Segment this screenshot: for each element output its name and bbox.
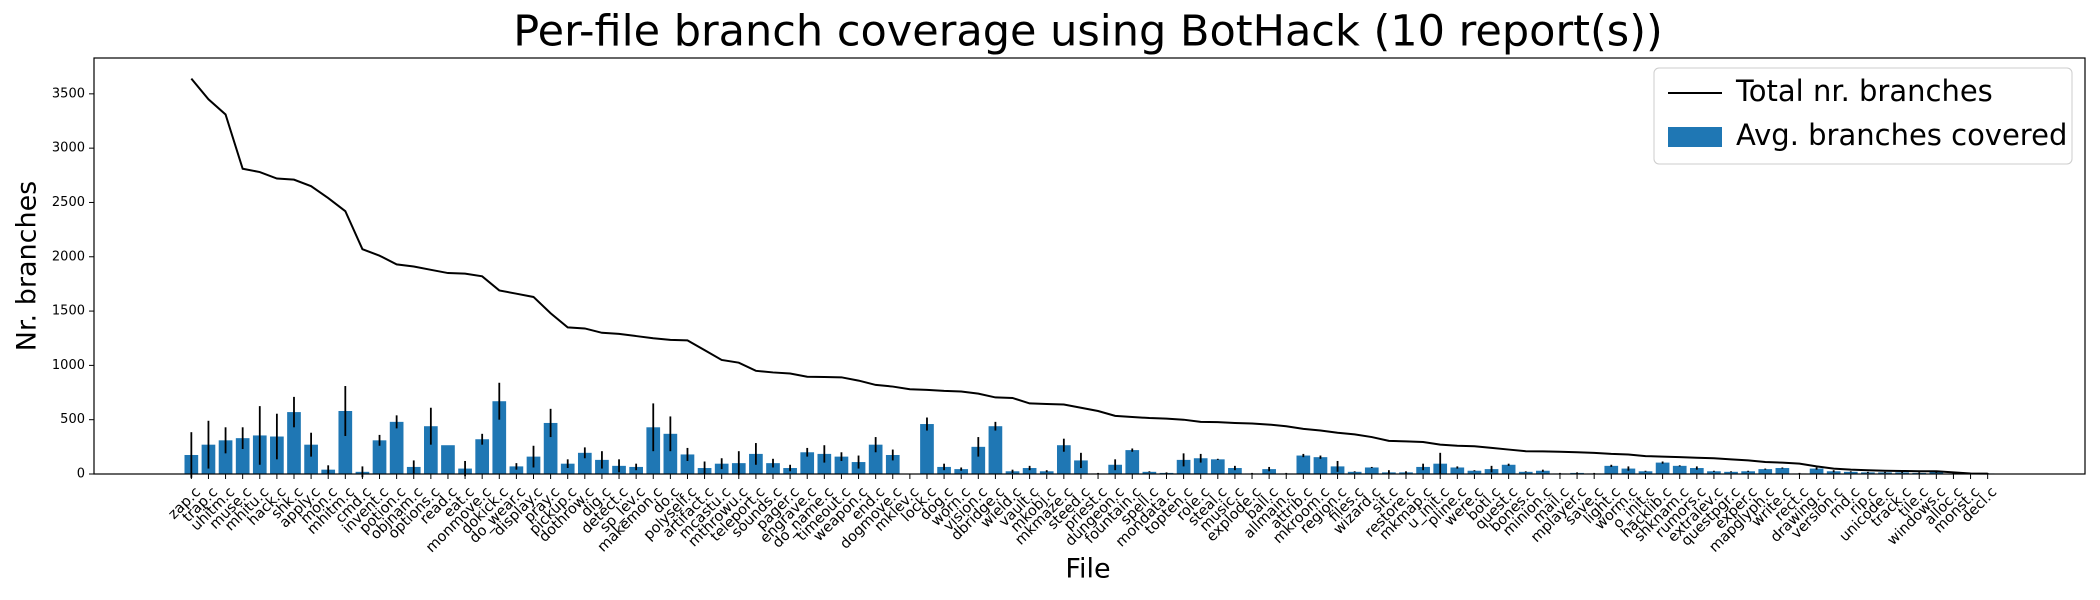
- bar: [1039, 471, 1054, 474]
- bar: [1604, 465, 1619, 474]
- y-axis-label: Nr. branches: [12, 181, 43, 352]
- bar: [1296, 455, 1311, 474]
- bar: [920, 424, 934, 474]
- bar: [304, 444, 318, 474]
- bar: [1467, 470, 1482, 474]
- y-tick-label: 500: [60, 412, 85, 427]
- bar: [1262, 469, 1276, 474]
- bar: [1724, 471, 1738, 474]
- bar: [1056, 445, 1071, 474]
- bar: [868, 444, 883, 474]
- bar: [235, 438, 250, 474]
- bar: [1826, 471, 1841, 474]
- bar: [372, 440, 387, 474]
- bar: [800, 452, 815, 474]
- bar: [1621, 468, 1636, 474]
- bar: [971, 446, 986, 474]
- plot-frame: [93, 57, 2086, 475]
- bar: [988, 426, 1003, 474]
- bar: [834, 456, 849, 474]
- line: [190, 78, 1988, 475]
- bar: [389, 421, 404, 474]
- bar: [1878, 472, 1892, 474]
- bar: [680, 454, 695, 474]
- bar: [287, 412, 301, 474]
- bar: [1022, 468, 1037, 474]
- bar: [1176, 459, 1191, 474]
- bar: [1895, 472, 1909, 474]
- bar: [1210, 459, 1225, 474]
- bar: [1536, 470, 1550, 474]
- bar: [441, 445, 455, 474]
- bar: [1228, 468, 1242, 474]
- bar: [1450, 467, 1465, 474]
- bar: [629, 466, 643, 474]
- bar: [1501, 464, 1516, 474]
- legend-label: Avg. branches covered: [1736, 118, 2067, 152]
- y-tick-label: 0: [77, 467, 85, 482]
- bar: [1809, 468, 1824, 474]
- bar: [1707, 471, 1721, 474]
- bar: [885, 454, 900, 474]
- bar: [1775, 468, 1790, 474]
- bar: [1518, 471, 1533, 474]
- bar: [1193, 458, 1208, 474]
- y-tick-label: 1000: [52, 358, 85, 373]
- bar: [1655, 462, 1670, 474]
- bar: [954, 469, 969, 474]
- bar: [1843, 471, 1858, 474]
- bar: [509, 466, 524, 474]
- bar: [1364, 467, 1379, 474]
- bar: [1638, 471, 1653, 474]
- bar: [475, 439, 490, 474]
- x-axis-label: File: [1065, 554, 1110, 585]
- bar: [218, 440, 233, 474]
- legend-label: Total nr. branches: [1735, 74, 1993, 108]
- bar: [424, 426, 438, 474]
- y-tick-label: 3500: [52, 86, 85, 101]
- legend-frame: [1653, 67, 2073, 165]
- bar: [663, 433, 678, 474]
- bar: [543, 422, 558, 474]
- bar: [560, 463, 575, 474]
- y-tick-label: 3000: [52, 141, 85, 156]
- legend: Total nr. branches Avg. branches covered: [1653, 67, 2073, 165]
- bar: [1416, 466, 1430, 474]
- bar: [1758, 469, 1773, 474]
- bar: [1125, 450, 1140, 474]
- bar: [817, 453, 832, 474]
- chart-title: Per-file branch coverage using BotHack (…: [513, 7, 1663, 57]
- bar: [766, 463, 780, 474]
- y-tick-label: 2500: [52, 195, 85, 210]
- bar: [1142, 471, 1157, 474]
- bar: [1347, 471, 1362, 474]
- bar: [1741, 471, 1755, 474]
- bar: [937, 466, 951, 474]
- y-tick-label: 1500: [52, 304, 85, 319]
- y-tick-label: 2000: [52, 249, 85, 264]
- bar: [1861, 472, 1875, 474]
- bar: [1689, 468, 1704, 474]
- bar: [492, 401, 507, 474]
- bar: [1672, 465, 1687, 474]
- bar: [577, 452, 592, 474]
- bar: [1313, 457, 1328, 474]
- legend-swatch: [1668, 127, 1722, 147]
- bar: [338, 411, 353, 474]
